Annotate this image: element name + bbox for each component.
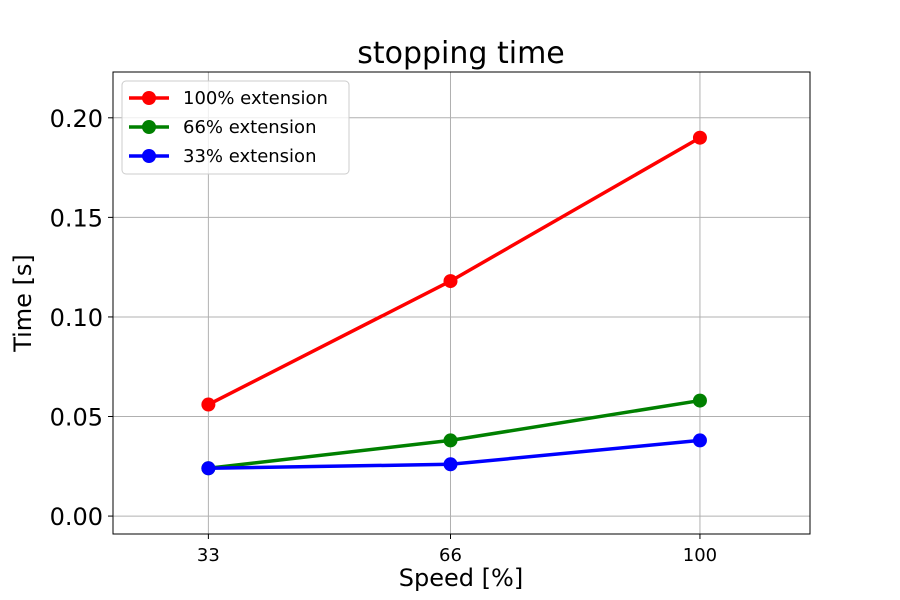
legend-label: 66% extension	[183, 117, 316, 138]
x-tick-label: 33	[197, 545, 220, 566]
legend-box	[121, 80, 350, 175]
legend-marker	[142, 91, 156, 105]
data-point	[692, 433, 707, 448]
data-point	[201, 461, 216, 476]
y-tick-label: 0.00	[50, 503, 103, 531]
legend-label: 100% extension	[183, 88, 328, 109]
x-tick-label: 100	[683, 545, 717, 566]
y-tick-label: 0.05	[50, 404, 103, 432]
x-tick-label: 66	[439, 545, 462, 566]
y-tick-label: 0.20	[50, 105, 103, 133]
legend-marker	[142, 149, 156, 163]
legend-label: 33% extension	[183, 146, 316, 167]
legend-marker	[142, 120, 156, 134]
y-axis-label: Time [s]	[9, 254, 37, 353]
data-point	[201, 397, 216, 412]
grid	[113, 72, 810, 534]
y-axis-ticks: 0.00 0.05 0.10 0.15 0.20	[50, 105, 113, 531]
data-point	[692, 393, 707, 408]
y-tick-label: 0.15	[50, 204, 103, 232]
series-layer	[201, 130, 707, 476]
data-point	[443, 433, 458, 448]
data-point	[443, 274, 458, 289]
data-point	[443, 457, 458, 472]
plot-frame	[112, 71, 811, 535]
x-axis-label: Speed [%]	[399, 564, 523, 592]
chart-title: stopping time	[357, 36, 565, 71]
legend: 100% extension 66% extension 33% extension	[121, 80, 350, 175]
y-tick-label: 0.10	[50, 304, 103, 332]
data-point	[692, 130, 707, 145]
x-axis-ticks: 33 66 100	[197, 534, 717, 566]
